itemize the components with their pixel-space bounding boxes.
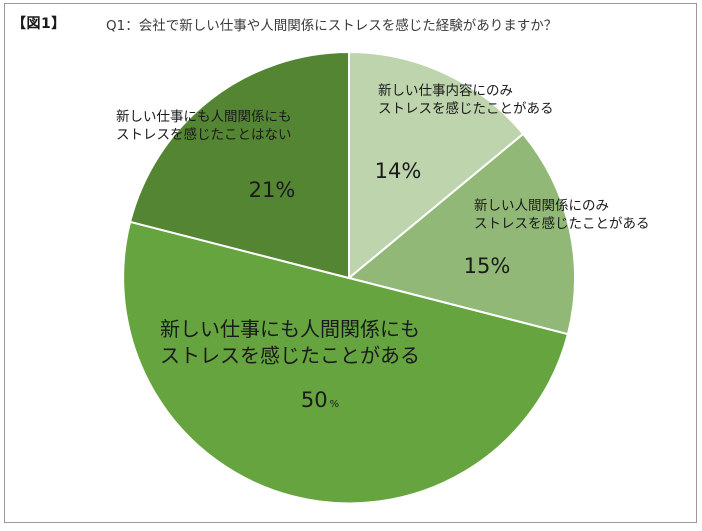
pie-slice-new-relations-only	[346, 132, 576, 336]
slice-label-line: 新しい仕事内容にのみ	[378, 82, 513, 99]
slice-label-line: 新しい仕事にも人間関係にも	[160, 317, 420, 341]
slice-label-fully-new-work-content: 新しい仕事内容にのみストレスを感じたことがある	[378, 82, 554, 117]
slice-label-new-relations-only: 新しい人間関係にのみストレスを感じたことがある	[474, 198, 650, 232]
figure-frame	[4, 3, 697, 523]
slice-label-line: ストレスを感じたことがある	[378, 100, 554, 117]
slice-label-both: 新しい仕事にも人間関係にもストレスを感じたことがある	[160, 317, 420, 367]
slice-label-line: ストレスを感じたことがある	[160, 343, 420, 367]
slice-label-line: ストレスを感じたことはない	[116, 126, 292, 143]
slice-value-unit: %	[330, 399, 340, 410]
pie-slice-neither	[128, 50, 350, 280]
slice-value-number: 14%	[375, 159, 422, 183]
slice-label-line: 新しい人間関係にのみ	[474, 198, 609, 214]
slice-value-fully-new-work-content: 14%	[375, 159, 422, 183]
figure-label: 【図1】	[12, 16, 66, 32]
slice-value-new-relations-only: 15%	[464, 254, 511, 278]
slice-value-number: 21%	[249, 178, 296, 202]
chart-title: Q1：会社で新しい仕事や人間関係にストレスを感じた経験がありますか？	[106, 18, 558, 34]
slice-value-number: 15%	[464, 254, 511, 278]
slice-label-neither: 新しい仕事にも人間関係にもストレスを感じたことはない	[116, 109, 292, 143]
slice-value-neither: 21%	[249, 178, 296, 202]
pie-slice-fully-new-work-content	[348, 50, 525, 281]
slice-value-both: 50%	[301, 388, 339, 412]
slice-label-line: 新しい仕事にも人間関係にも	[116, 109, 292, 125]
slice-label-line: ストレスを感じたことがある	[474, 215, 650, 232]
pie-slice-both	[122, 220, 570, 505]
slice-value-number: 50	[301, 388, 328, 412]
